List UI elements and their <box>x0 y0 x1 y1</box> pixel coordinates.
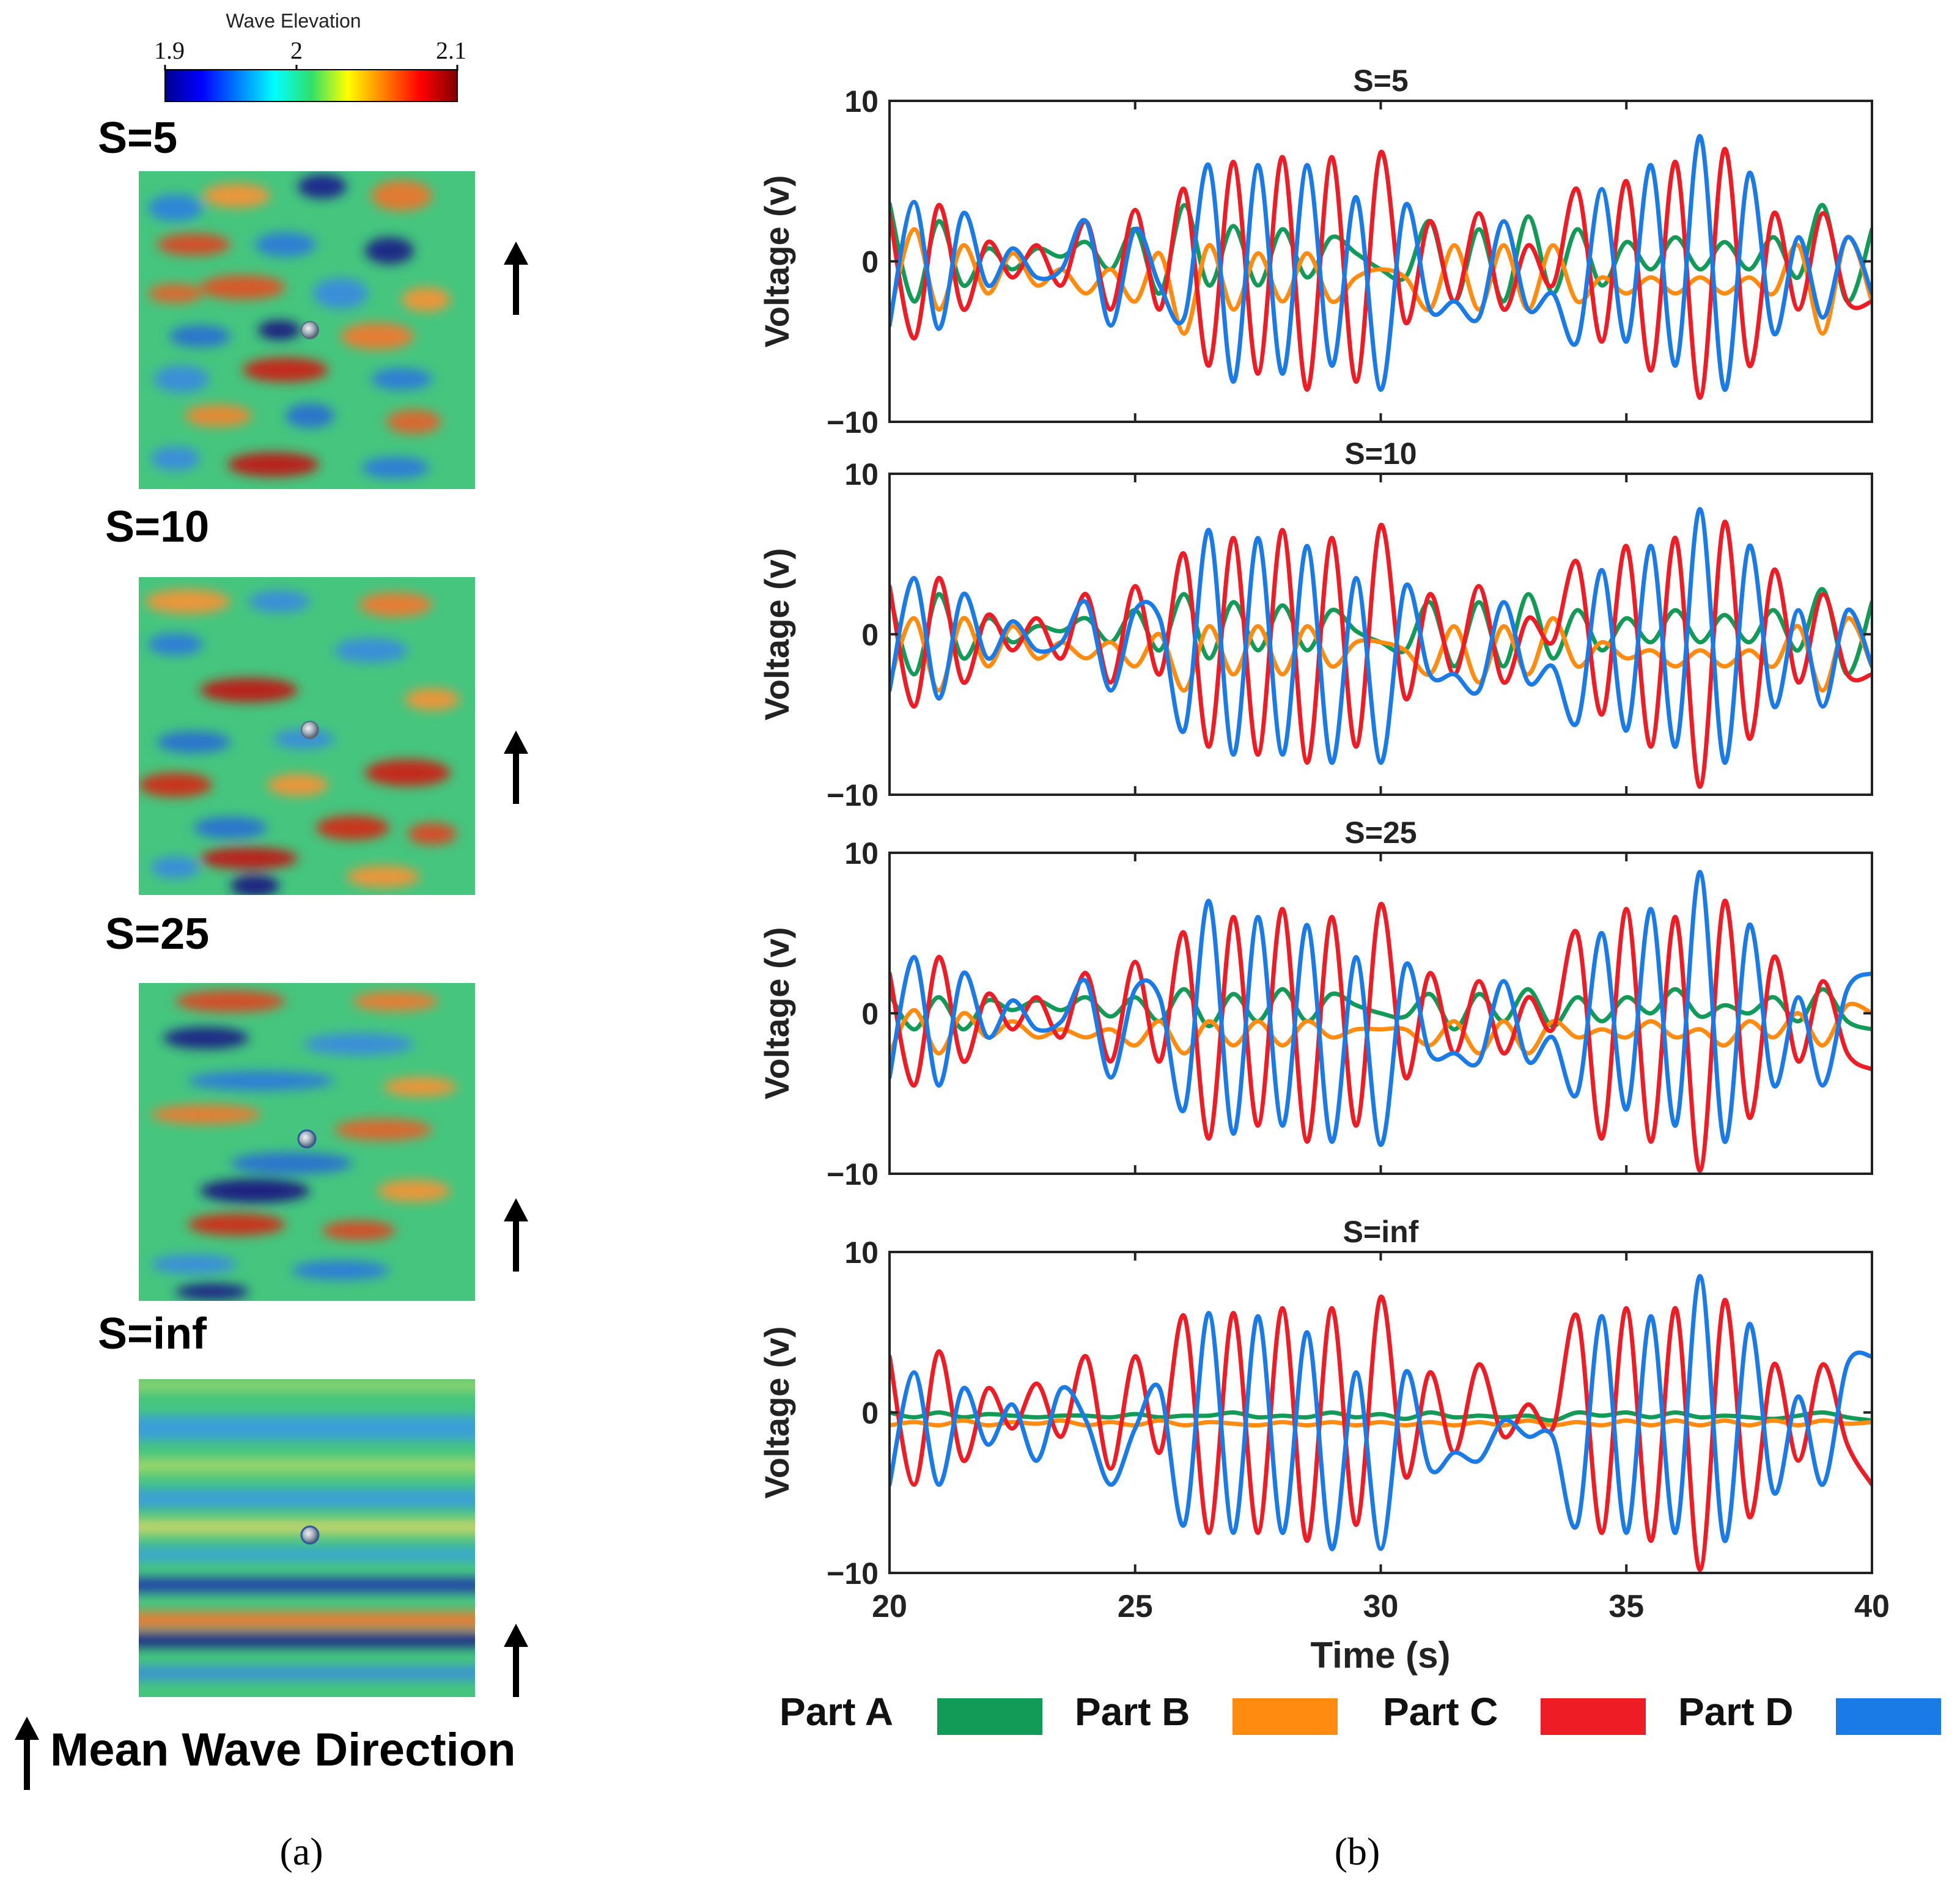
subplot-stack: S=5 Voltage (v) 10 0 −10 S=10 Voltage (v) 10 0 −1… <box>757 64 1890 1624</box>
legend-item-part-d: Part D <box>1678 1690 1941 1735</box>
series-line-part-a <box>890 587 1872 677</box>
legend-item-part-a: Part A <box>779 1690 1042 1735</box>
series-line-part-d <box>890 869 1872 1147</box>
x-axis-label: Time (s) <box>1311 1635 1451 1676</box>
x-tick-label: 25 <box>1118 1589 1153 1624</box>
panel-a-label: (a) <box>279 1830 323 1873</box>
colorbar: Wave Elevation 1.9 2 2.1 <box>154 10 466 102</box>
series-line-part-d <box>890 134 1872 392</box>
colorbar-mid-label: 2 <box>290 37 303 64</box>
legend-item-part-c: Part C <box>1383 1690 1646 1735</box>
y-tick-label: 10 <box>844 84 879 119</box>
wave-direction-arrow-s10 <box>504 731 528 804</box>
direction-caption: Mean Wave Direction <box>50 1724 516 1776</box>
colorbar-max-label: 2.1 <box>436 37 466 64</box>
buoy-s10 <box>301 721 319 739</box>
y-tick-label: 0 <box>861 1396 879 1431</box>
panel-a: Wave Elevation 1.9 2 2.1 S=5 <box>15 10 528 1873</box>
legend: Part A Part B Part C Part D <box>779 1690 1941 1735</box>
series-group <box>890 869 1872 1173</box>
series-line-part-c <box>890 520 1872 789</box>
subplot-2: S=25 Voltage (v) 10 0 −10 <box>757 816 1873 1191</box>
y-axis-label: Voltage (v) <box>757 548 796 720</box>
series-line-part-c <box>890 899 1872 1173</box>
y-tick-label: 0 <box>861 245 879 279</box>
wave-map-s5 <box>139 171 475 489</box>
y-tick-label: 10 <box>844 457 879 492</box>
map-label-s5: S=5 <box>98 114 177 163</box>
legend-swatch <box>1541 1698 1646 1735</box>
x-tick-label: 30 <box>1363 1589 1399 1624</box>
wave-direction-arrow-s5 <box>504 241 528 315</box>
subplot-title: S=10 <box>1344 436 1417 471</box>
x-tick-label: 20 <box>872 1589 907 1624</box>
y-tick-label: 10 <box>844 836 879 871</box>
series-group <box>890 507 1872 789</box>
legend-direction-arrow <box>15 1717 39 1790</box>
series-group <box>890 1273 1872 1572</box>
colorbar-min-label: 1.9 <box>154 37 185 64</box>
legend-swatch <box>937 1698 1042 1735</box>
y-axis-label: Voltage (v) <box>757 1326 796 1498</box>
map-label-s25: S=25 <box>105 910 209 959</box>
y-tick-label: 0 <box>861 997 879 1031</box>
wave-map-s10 <box>139 577 475 895</box>
series-line-part-a <box>890 1410 1872 1423</box>
subplot-title: S=25 <box>1344 816 1417 850</box>
legend-swatch <box>1836 1698 1941 1735</box>
subplot-title: S=5 <box>1353 64 1408 98</box>
y-axis-label: Voltage (v) <box>757 927 796 1099</box>
series-line-part-b <box>890 1418 1872 1428</box>
series-line-part-b <box>890 616 1872 693</box>
legend-label: Part A <box>779 1690 893 1734</box>
subplot-title: S=inf <box>1343 1215 1419 1249</box>
map-label-s10: S=10 <box>105 503 209 551</box>
y-tick-label: −10 <box>827 405 879 440</box>
panel-b: S=5 Voltage (v) 10 0 −10 S=10 Voltage (v) 10 0 −1… <box>757 64 1941 1873</box>
legend-label: Part B <box>1075 1690 1190 1734</box>
subplot-1: S=10 Voltage (v) 10 0 −10 <box>757 436 1873 812</box>
wave-map-s25 <box>139 983 475 1301</box>
x-tick-label: 35 <box>1608 1589 1644 1624</box>
buoy-sinf <box>300 1525 320 1545</box>
y-tick-label: 0 <box>861 618 879 652</box>
wave-direction-arrow-sinf <box>504 1624 528 1697</box>
x-tick-label: 40 <box>1854 1589 1890 1624</box>
series-line-part-d <box>890 507 1872 765</box>
colorbar-gradient <box>164 69 458 102</box>
series-group <box>890 134 1872 400</box>
legend-label: Part C <box>1383 1690 1498 1734</box>
series-line-part-c <box>890 1294 1872 1572</box>
y-tick-label: −10 <box>827 1157 879 1191</box>
series-line-part-d <box>890 1273 1872 1552</box>
legend-swatch <box>1232 1698 1338 1735</box>
buoy-s5 <box>301 321 319 339</box>
buoy-s25 <box>297 1129 317 1149</box>
legend-item-part-b: Part B <box>1075 1690 1338 1735</box>
y-axis-label: Voltage (v) <box>757 175 796 347</box>
wave-map-sinf <box>139 1379 475 1697</box>
colorbar-title: Wave Elevation <box>226 10 361 32</box>
map-label-sinf: S=inf <box>98 1309 207 1358</box>
series-line-part-c <box>890 147 1872 400</box>
y-tick-label: 10 <box>844 1235 879 1270</box>
series-line-part-a <box>890 987 1872 1032</box>
wave-direction-arrow-s25 <box>504 1198 528 1272</box>
panel-b-label: (b) <box>1335 1830 1380 1873</box>
legend-label: Part D <box>1678 1690 1794 1734</box>
y-tick-label: −10 <box>827 778 879 812</box>
subplot-0: S=5 Voltage (v) 10 0 −10 <box>757 64 1873 440</box>
y-tick-label: −10 <box>827 1556 879 1591</box>
